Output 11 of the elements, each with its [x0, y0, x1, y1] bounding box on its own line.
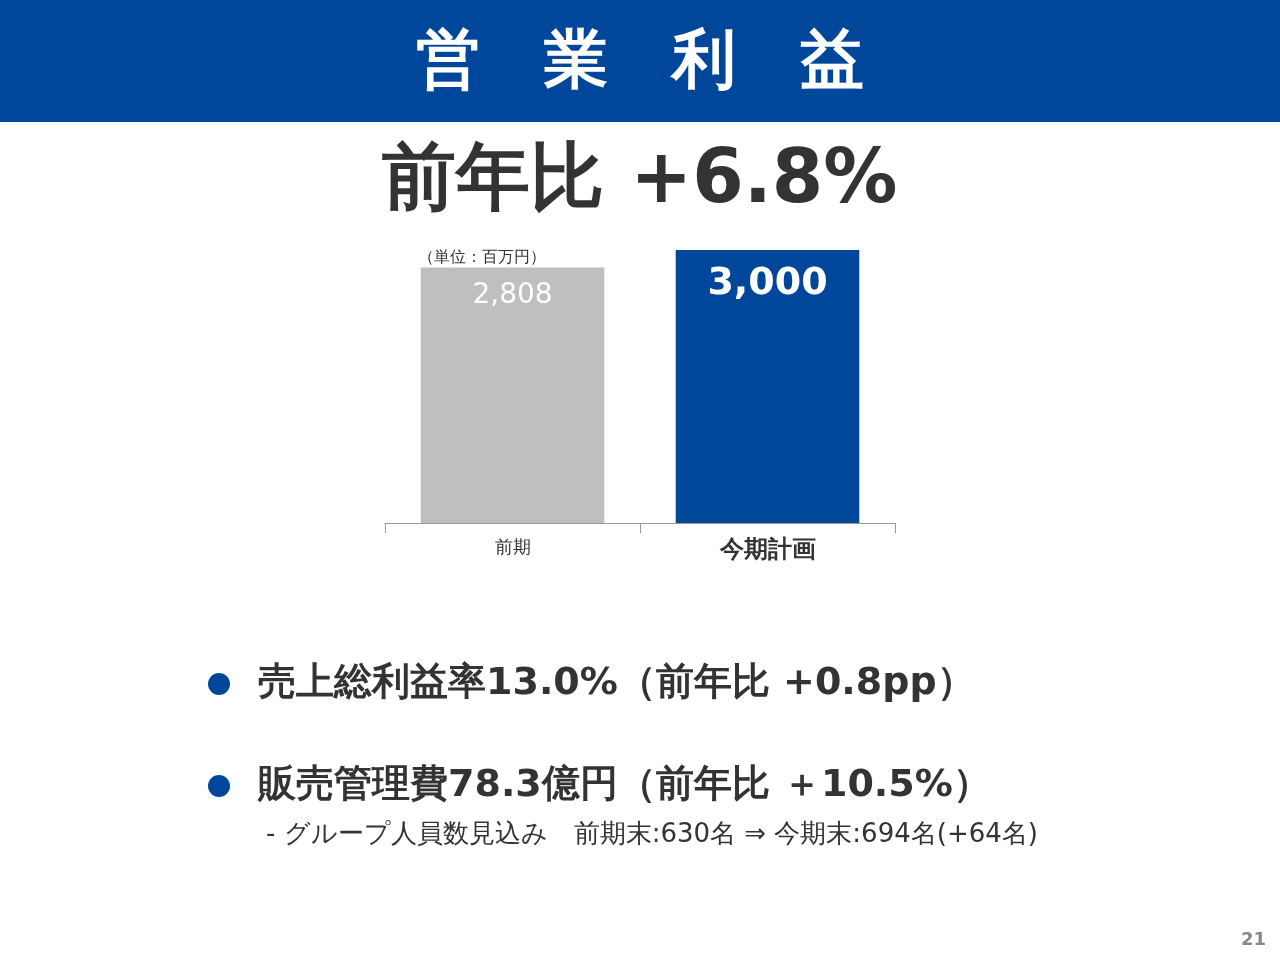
chart-title: 営 業 利 益	[0, 0, 1280, 122]
text: - グループ人員数見込み 前期末:630名 ⇒ 今期末:694名(+64名)	[266, 817, 1038, 850]
chart-subtitle: 前年比 +6.8%	[381, 132, 899, 221]
data-label: 3,000	[707, 259, 828, 303]
text: 販売管理費78.3億円（前年比 ＋10.5%）	[256, 760, 991, 807]
x-tick-label: 今期計画	[718, 535, 816, 563]
text: 21	[1240, 928, 1266, 949]
annotation: （単位：百万円）	[418, 247, 546, 268]
x-tick-label: 前期	[494, 535, 531, 557]
data-label: 2,808	[472, 276, 553, 310]
text: 売上総利益率13.0%（前年比 +0.8pp）	[257, 658, 975, 705]
